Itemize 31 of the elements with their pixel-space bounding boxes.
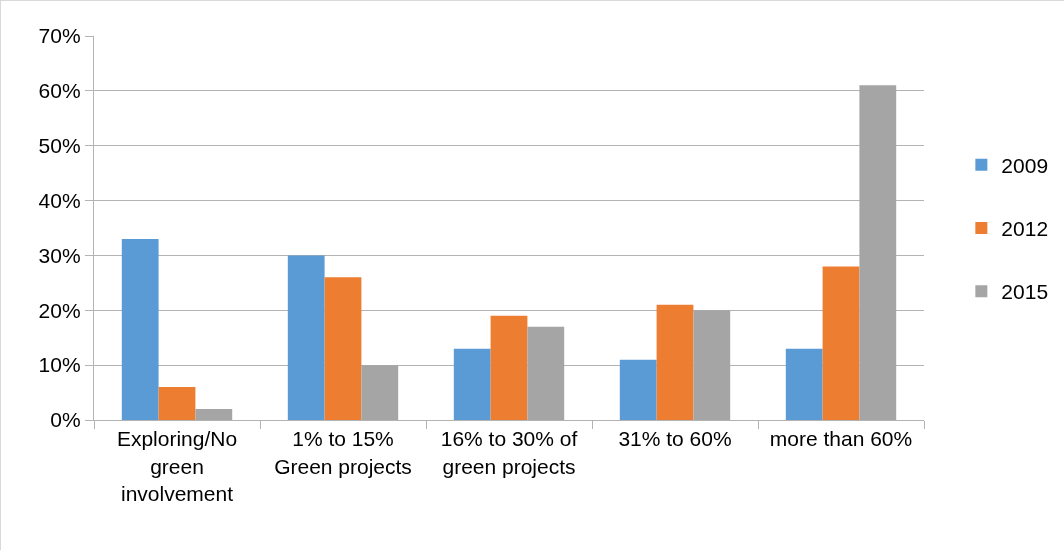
y-tick-label: 10% bbox=[38, 353, 81, 377]
bar bbox=[619, 359, 657, 420]
y-tick-label: 60% bbox=[38, 79, 81, 103]
bar bbox=[490, 315, 528, 420]
x-tick-label: more than 60% bbox=[769, 427, 913, 451]
bar bbox=[324, 277, 362, 420]
legend-label: 2009 bbox=[1001, 153, 1049, 177]
bar bbox=[195, 409, 233, 420]
y-tick-label: 40% bbox=[38, 188, 81, 212]
y-tick-label: 20% bbox=[38, 298, 81, 322]
y-tick-label: 30% bbox=[38, 243, 81, 267]
bar bbox=[822, 266, 860, 420]
bar bbox=[693, 310, 731, 420]
y-tick-label: 0% bbox=[50, 408, 81, 432]
legend-label: 2012 bbox=[1001, 217, 1049, 241]
bar bbox=[527, 326, 565, 420]
bar bbox=[453, 348, 491, 420]
bar bbox=[859, 85, 897, 420]
bar bbox=[361, 365, 399, 420]
bar bbox=[287, 255, 325, 420]
bar bbox=[121, 238, 159, 420]
bar bbox=[785, 348, 823, 420]
y-tick-label: 70% bbox=[38, 24, 81, 48]
legend-label: 2015 bbox=[1001, 280, 1049, 304]
x-tick-label: 1% to 15% Green projects bbox=[274, 427, 412, 478]
x-tick-label: 16% to 30% of green projects bbox=[440, 427, 578, 478]
bar bbox=[656, 304, 694, 420]
x-tick-label: 31% to 60% bbox=[618, 427, 732, 451]
bar bbox=[158, 387, 196, 420]
y-tick-label: 50% bbox=[38, 134, 81, 158]
x-tick-label: Exploring/No green involvement bbox=[116, 427, 238, 505]
